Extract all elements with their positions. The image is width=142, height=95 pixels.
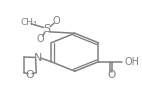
Text: OH: OH [125,57,140,67]
Text: O: O [53,16,60,26]
Text: CH₃: CH₃ [20,18,37,27]
Text: S: S [44,24,51,34]
Text: O: O [26,70,35,80]
Text: O: O [36,34,44,44]
Text: N: N [34,53,42,63]
Text: O: O [108,70,116,80]
